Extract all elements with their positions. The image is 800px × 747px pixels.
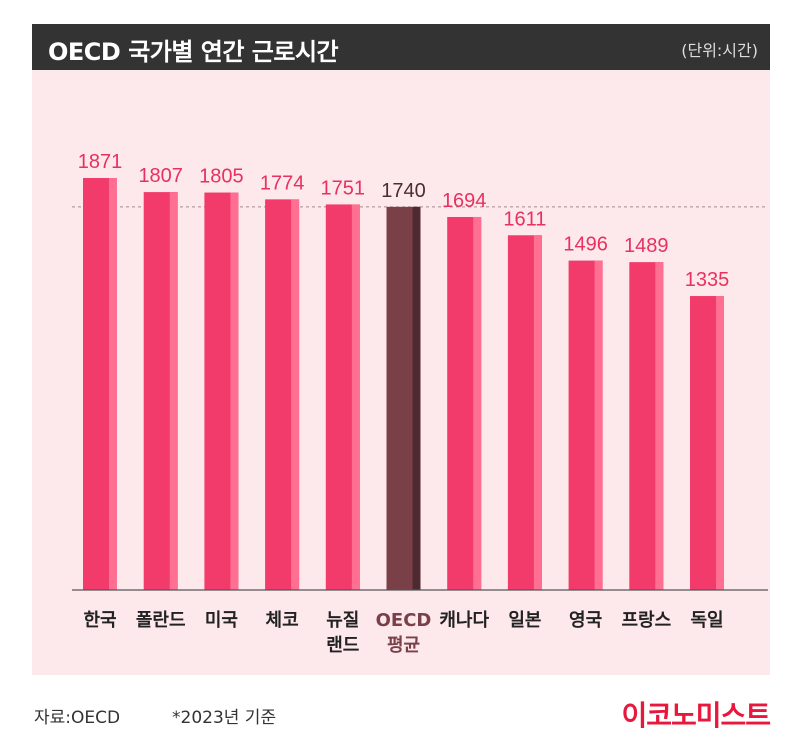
bar-shade	[169, 192, 178, 590]
category-label: 캐나다	[439, 610, 489, 631]
bar-shade	[109, 178, 117, 590]
data-label: 1740	[381, 180, 426, 202]
chart-header: OECD 국가별 연간 근로시간 (단위:시간)	[32, 24, 770, 70]
data-label: 1694	[442, 190, 487, 212]
category-label: 랜드	[326, 635, 359, 656]
data-label: 1611	[503, 208, 546, 230]
category-label: OECD	[376, 610, 432, 631]
bar-shade	[533, 235, 542, 590]
unit-label: (단위:시간)	[681, 41, 758, 60]
data-label: 1489	[624, 235, 669, 257]
chart-title: OECD 국가별 연간 근로시간	[48, 38, 339, 66]
category-label: 영국	[569, 610, 602, 631]
bar-shade	[473, 216, 482, 590]
category-label: 일본	[508, 610, 541, 631]
bar-shade	[655, 262, 664, 590]
data-label: 1751	[321, 177, 366, 199]
bar-shade	[716, 296, 724, 590]
category-label: 독일	[690, 610, 723, 631]
data-label: 1807	[138, 165, 183, 187]
brand-logo: 이코노미스트	[621, 699, 771, 732]
data-label: 1805	[199, 166, 244, 188]
category-label: 평균	[387, 635, 420, 656]
data-label: 1774	[260, 172, 305, 194]
category-label: 뉴질	[326, 610, 359, 631]
category-label: 체코	[266, 610, 299, 631]
data-label: 1871	[78, 151, 123, 173]
category-label: 한국	[83, 610, 116, 631]
data-label: 1496	[563, 234, 608, 256]
reference-year-note: *2023년 기준	[172, 708, 277, 728]
bar-shade	[412, 206, 421, 591]
data-label: 1335	[685, 269, 730, 291]
bar-shade	[594, 260, 603, 590]
bar-shade	[230, 192, 239, 590]
bar-shade	[291, 199, 300, 590]
category-label: 프랑스	[621, 610, 671, 631]
category-label: 미국	[205, 610, 238, 631]
source-note: 자료:OECD	[34, 708, 121, 728]
category-label: 폴란드	[136, 610, 186, 631]
bar-shade	[351, 204, 360, 590]
